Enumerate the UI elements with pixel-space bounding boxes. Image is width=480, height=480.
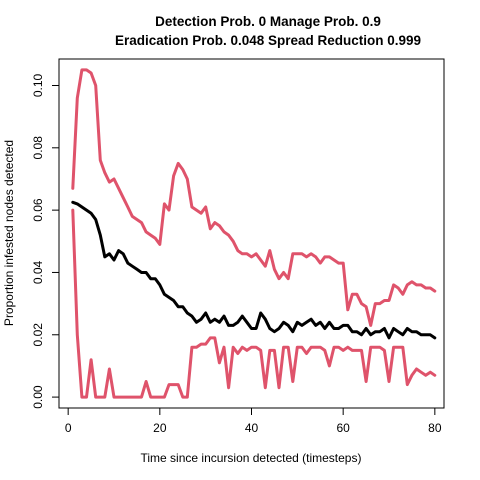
x-tick-label: 60	[336, 421, 350, 435]
chart-title-line-2: Eradication Prob. 0.048 Spread Reduction…	[115, 33, 421, 48]
y-tick-label: 0.02	[31, 323, 45, 347]
y-tick-label: 0.00	[31, 385, 45, 409]
x-axis-label: Time since incursion detected (timesteps…	[141, 451, 362, 465]
y-axis-label: Proportion infested nodes detected	[2, 140, 16, 326]
x-axis: 0 20 40 60 80	[65, 407, 442, 435]
x-tick-label: 80	[428, 421, 442, 435]
series-line-upper	[71, 68, 437, 327]
y-tick-label: 0.08	[31, 136, 45, 160]
x-tick-label: 0	[65, 421, 72, 435]
y-tick-label: 0.04	[31, 260, 45, 284]
series-line-mean	[71, 200, 437, 340]
series-line-lower	[71, 208, 437, 399]
series-layer	[71, 68, 437, 399]
chart-title-line-1: Detection Prob. 0 Manage Prob. 0.9	[155, 14, 381, 29]
x-tick-label: 40	[245, 421, 259, 435]
y-tick-label: 0.10	[31, 73, 45, 97]
y-axis: 0.00 0.02 0.04 0.06 0.08 0.10	[31, 73, 60, 409]
y-tick-label: 0.06	[31, 198, 45, 222]
x-tick-label: 20	[153, 421, 167, 435]
